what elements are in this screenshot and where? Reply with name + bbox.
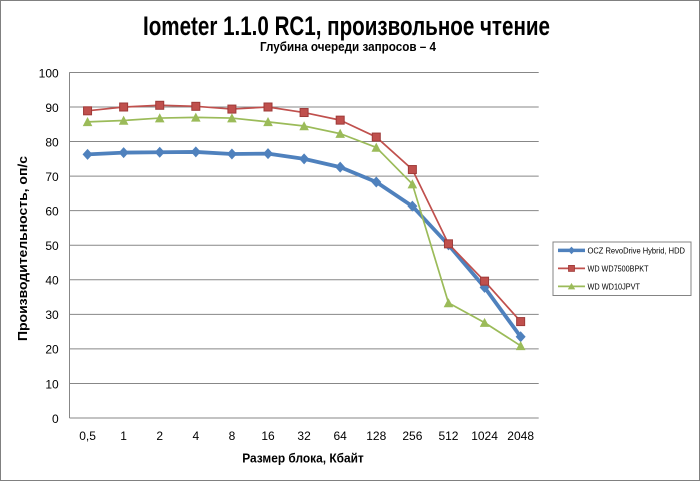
svg-text:Производительность, оп/с: Производительность, оп/с [15,156,30,341]
svg-text:512: 512 [438,429,458,443]
svg-text:WD WD7500BPKT: WD WD7500BPKT [588,264,649,274]
svg-text:20: 20 [45,343,59,357]
svg-text:16: 16 [261,429,275,443]
svg-text:Iometer 1.1.0 RC1, произвольно: Iometer 1.1.0 RC1, произвольное чтение [143,11,550,41]
svg-text:32: 32 [297,429,311,443]
svg-text:128: 128 [366,429,386,443]
svg-text:2: 2 [156,429,163,443]
svg-text:90: 90 [45,101,59,115]
svg-text:10: 10 [45,377,59,391]
svg-text:60: 60 [45,204,59,218]
svg-text:40: 40 [45,274,59,288]
svg-text:0,5: 0,5 [79,429,96,443]
svg-text:30: 30 [45,308,59,322]
svg-text:OCZ RevoDrive Hybrid, HDD: OCZ RevoDrive Hybrid, HDD [588,246,686,256]
svg-text:0: 0 [52,412,59,426]
svg-text:Глубина очереди запросов – 4: Глубина очереди запросов – 4 [260,39,437,54]
svg-text:WD WD10JPVT: WD WD10JPVT [588,282,641,292]
svg-text:8: 8 [229,429,236,443]
svg-text:70: 70 [45,170,59,184]
svg-text:64: 64 [334,429,348,443]
svg-text:1024: 1024 [471,429,498,443]
svg-text:256: 256 [402,429,422,443]
svg-text:80: 80 [45,135,59,149]
svg-text:100: 100 [39,66,59,80]
svg-text:2048: 2048 [507,429,534,443]
svg-text:50: 50 [45,239,59,253]
svg-text:4: 4 [192,429,199,443]
svg-text:Размер блока, Кбайт: Размер блока, Кбайт [242,451,364,466]
svg-text:1: 1 [120,429,127,443]
